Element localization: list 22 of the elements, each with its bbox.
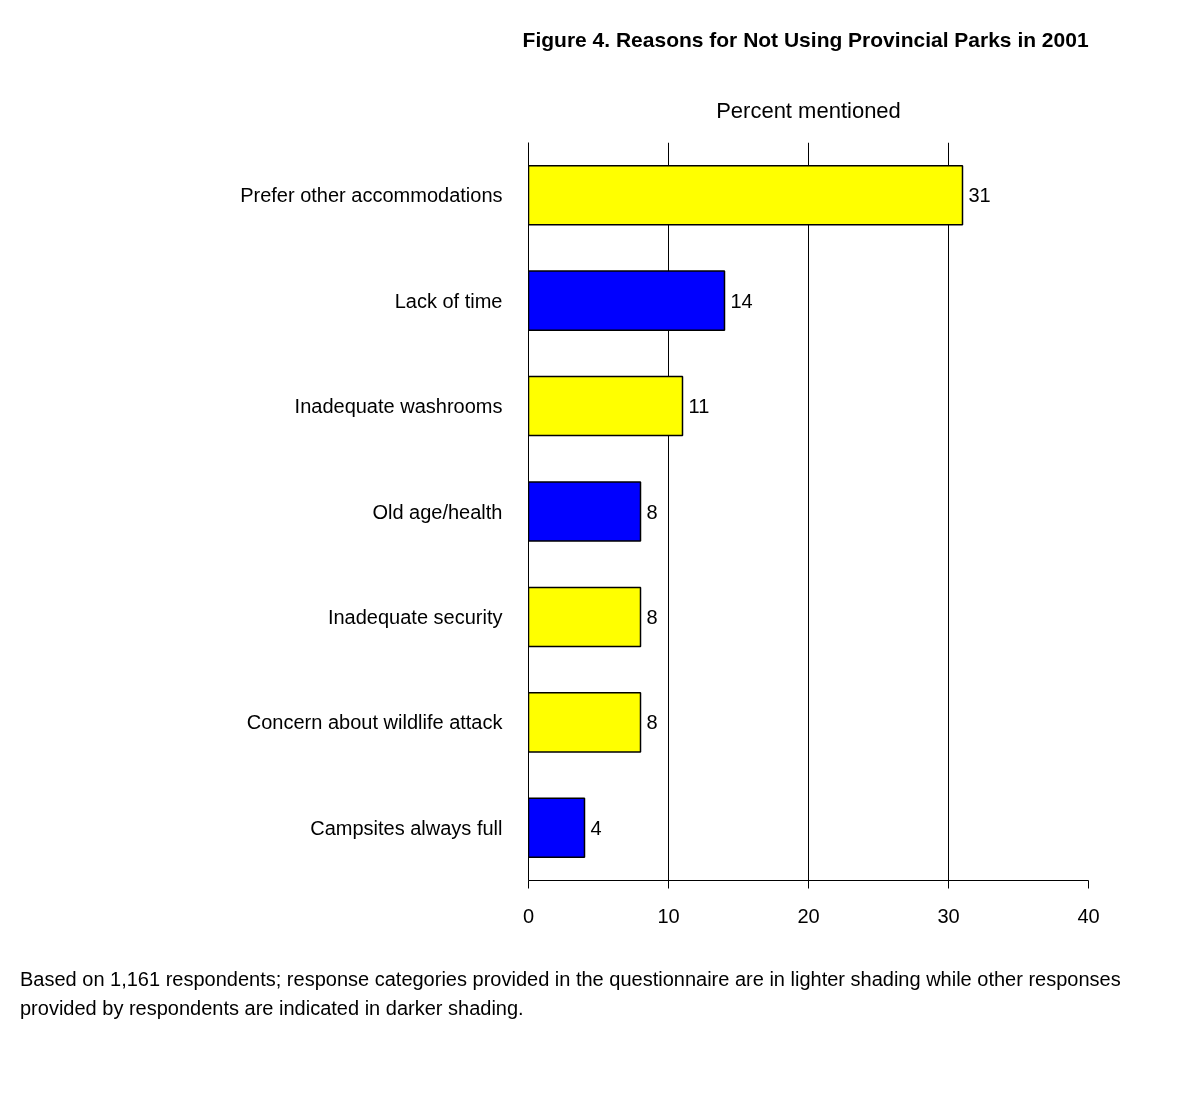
x-tick-label: 30 — [937, 904, 960, 927]
text: Based on 1,161 respondents; response categories provided in the questionnaire are in lighter shading while other responses provided by respondents are indicated in darker shading. — [20, 967, 1122, 1021]
data-label: 14 — [730, 289, 753, 312]
y-tick-label: Campsites always full — [310, 816, 503, 839]
data-label: 31 — [968, 184, 991, 207]
data-label: 8 — [646, 605, 658, 628]
x-tick-label: 0 — [522, 904, 535, 927]
y-tick-label: Inadequate washrooms — [294, 395, 503, 418]
data-label: 8 — [646, 500, 658, 523]
y-tick-label: Inadequate security — [327, 605, 503, 628]
chart-title: Figure 4. Reasons for Not Using Provincial Parks in 2001 — [522, 27, 1089, 51]
x-tick-label: 20 — [797, 904, 820, 927]
data-label: 11 — [688, 395, 710, 418]
x-tick-label: 10 — [657, 904, 680, 927]
y-tick-label: Prefer other accommodations — [240, 184, 503, 207]
data-label: 4 — [590, 816, 602, 839]
data-label: 8 — [646, 711, 658, 734]
y-tick-label: Lack of time — [394, 289, 503, 312]
y-tick-label: Old age/health — [372, 500, 503, 523]
x-axis-title: Percent mentioned — [716, 97, 901, 123]
y-tick-label: Concern about wildlife attack — [246, 711, 504, 734]
x-tick-label: 40 — [1077, 904, 1100, 927]
